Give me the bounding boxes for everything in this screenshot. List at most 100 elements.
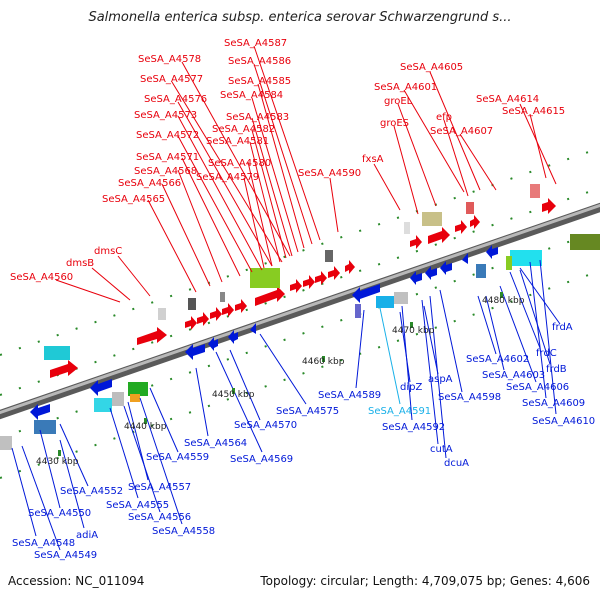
backbone (0, 202, 600, 420)
feature-box (506, 256, 512, 270)
gene-label: SeSA_A4568 (134, 166, 197, 177)
gene-label: SeSA_A4582 (212, 124, 275, 135)
feature-box (570, 234, 600, 250)
gene-label: SeSA_A4609 (522, 398, 585, 409)
gene-arrow (250, 323, 256, 334)
gene-label: SeSA_A4579 (196, 172, 259, 183)
gene-label: SeSA_A4565 (102, 194, 165, 205)
gene-arrow (455, 220, 467, 234)
gene-arrow (328, 266, 340, 280)
gene-label: SeSA_A4559 (146, 452, 209, 463)
gene-label: groEL (384, 96, 413, 107)
tick-mark (232, 388, 235, 394)
gene-arrow (486, 245, 498, 259)
gene-label: SeSA_A4578 (138, 54, 201, 65)
gene-label: dipZ (400, 382, 422, 393)
gene-label: SeSA_A4606 (506, 382, 569, 393)
feature-box (34, 420, 56, 434)
gene-arrow (440, 261, 452, 275)
reverse-gene-labels[interactable]: frdA SeSA_A4602 frdC SeSA_A4603 frdB SeS… (12, 322, 595, 561)
gene-label: SeSA_A4586 (228, 56, 291, 67)
tick-label: 4470 kbp (392, 326, 435, 336)
gene-arrow (345, 260, 355, 274)
tick-label: 4480 kbp (482, 296, 525, 306)
gene-arrow (410, 235, 422, 249)
reverse-callouts (11, 259, 561, 551)
gene-label: frdC (536, 348, 557, 359)
gene-label: SeSA_A4590 (298, 168, 361, 179)
forward-genes[interactable] (50, 198, 556, 378)
gene-label: groES (380, 118, 409, 129)
gene-label: SeSA_A4587 (224, 38, 287, 49)
tick-mark (410, 322, 413, 328)
gene-label: SeSA_A4548 (12, 538, 75, 549)
gene-label: SeSA_A4592 (382, 422, 445, 433)
feature-box (394, 292, 408, 304)
gene-label: SeSA_A4552 (60, 486, 123, 497)
gene-label: SeSA_A4602 (466, 354, 529, 365)
position-ticks: 4430 kbp 4440 kbp 4450 kbp 4460 kbp 4470… (36, 292, 525, 467)
gene-label: SeSA_A4549 (34, 550, 97, 561)
gene-arrow (30, 404, 50, 420)
gene-arrow (352, 284, 380, 303)
gene-arrow (315, 271, 327, 285)
gene-label: SeSA_A4560 (10, 272, 73, 283)
gene-label: aspA (428, 374, 453, 385)
gene-label: SeSA_A4580 (208, 158, 271, 169)
feature-box (220, 292, 225, 302)
tick-mark (500, 292, 503, 298)
feature-box (158, 308, 166, 320)
gene-label: SeSA_A4558 (152, 526, 215, 537)
gene-arrow (210, 307, 222, 321)
gene-label: SeSA_A4564 (184, 438, 247, 449)
feature-box (476, 264, 486, 278)
feature-box (355, 304, 361, 318)
gene-label: SeSA_A4615 (502, 106, 565, 117)
gene-arrow (303, 275, 315, 289)
gene-label: adiA (76, 530, 98, 541)
gene-label: SeSA_A4585 (228, 76, 291, 87)
gene-arrow (290, 279, 302, 293)
feature-box (404, 222, 410, 234)
forward-gene-labels[interactable]: SeSA_A4587 SeSA_A4586 SeSA_A4578 SeSA_A4… (10, 38, 565, 283)
gene-label: SeSA_A4557 (128, 482, 191, 493)
gene-label: SeSA_A4570 (234, 420, 297, 431)
reverse-genes[interactable] (30, 245, 498, 420)
gene-label: SeSA_A4591 (368, 406, 431, 417)
gene-label: SeSA_A4577 (140, 74, 203, 85)
feature-box (94, 398, 112, 412)
feature-box (466, 202, 474, 214)
gene-arrow (208, 337, 218, 351)
feature-box (530, 184, 540, 198)
gene-label: efp (436, 112, 452, 123)
gene-label: SeSA_A4614 (476, 94, 539, 105)
tick-mark (322, 356, 325, 362)
gene-label: dmsB (66, 258, 94, 269)
gene-label: dcuA (444, 458, 469, 469)
gene-arrow (90, 379, 112, 396)
feature-box (0, 436, 12, 450)
gene-arrow (50, 360, 78, 378)
gene-arrow (410, 271, 422, 285)
tick-mark (144, 418, 147, 424)
feature-box (130, 394, 140, 402)
gene-label: dmsC (94, 246, 122, 257)
gene-arrow (462, 253, 468, 264)
gene-label: SeSA_A4572 (136, 130, 199, 141)
gene-label: SeSA_A4566 (118, 178, 181, 189)
map-title: Salmonella enterica subsp. enterica sero… (88, 10, 512, 25)
gene-label: cutA (430, 444, 453, 455)
gene-arrow (222, 303, 234, 317)
gene-label: SeSA_A4575 (276, 406, 339, 417)
accession-text: Accession: NC_011094 (8, 574, 145, 588)
gene-label: SeSA_A4571 (136, 152, 199, 163)
gene-label: SeSA_A4584 (220, 90, 283, 101)
feature-box (325, 250, 333, 262)
feature-boxes[interactable] (0, 184, 600, 450)
tick-label: 4430 kbp (36, 457, 79, 467)
gene-arrow (542, 198, 556, 214)
gene-label: SeSA_A4555 (106, 500, 169, 511)
gene-label: SeSA_A4550 (28, 508, 91, 519)
gene-label: SeSA_A4598 (438, 392, 501, 403)
